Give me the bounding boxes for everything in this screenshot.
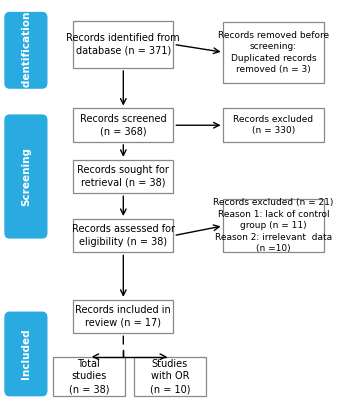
Text: Records excluded (n = 21)
Reason 1: lack of control
group (n = 11)
Reason 2: irr: Records excluded (n = 21) Reason 1: lack… [214, 198, 334, 253]
FancyBboxPatch shape [73, 21, 173, 68]
FancyBboxPatch shape [4, 12, 48, 89]
FancyBboxPatch shape [73, 300, 173, 333]
FancyBboxPatch shape [73, 160, 173, 193]
Text: Records included in
review (n = 17): Records included in review (n = 17) [76, 305, 171, 328]
Text: Records removed before
screening:
Duplicated records
removed (n = 3): Records removed before screening: Duplic… [218, 31, 329, 74]
Text: Records identified from
database (n = 371): Records identified from database (n = 37… [66, 33, 180, 56]
Text: Identification: Identification [21, 11, 31, 90]
FancyBboxPatch shape [223, 22, 324, 83]
Text: Screening: Screening [21, 147, 31, 206]
Text: Records screened
(n = 368): Records screened (n = 368) [80, 114, 167, 137]
FancyBboxPatch shape [73, 108, 173, 142]
Text: Studies
with OR
(n = 10): Studies with OR (n = 10) [150, 359, 190, 394]
FancyBboxPatch shape [4, 312, 48, 396]
FancyBboxPatch shape [223, 199, 324, 252]
Text: Records assessed for
eligibility (n = 38): Records assessed for eligibility (n = 38… [72, 224, 175, 247]
Text: Records excluded
(n = 330): Records excluded (n = 330) [233, 115, 314, 136]
FancyBboxPatch shape [52, 357, 125, 396]
Text: Total
studies
(n = 38): Total studies (n = 38) [69, 359, 109, 394]
FancyBboxPatch shape [73, 219, 173, 252]
FancyBboxPatch shape [4, 114, 48, 239]
Text: Included: Included [21, 329, 31, 379]
Text: Records sought for
retrieval (n = 38): Records sought for retrieval (n = 38) [77, 165, 169, 188]
FancyBboxPatch shape [223, 108, 324, 142]
FancyBboxPatch shape [134, 357, 206, 396]
